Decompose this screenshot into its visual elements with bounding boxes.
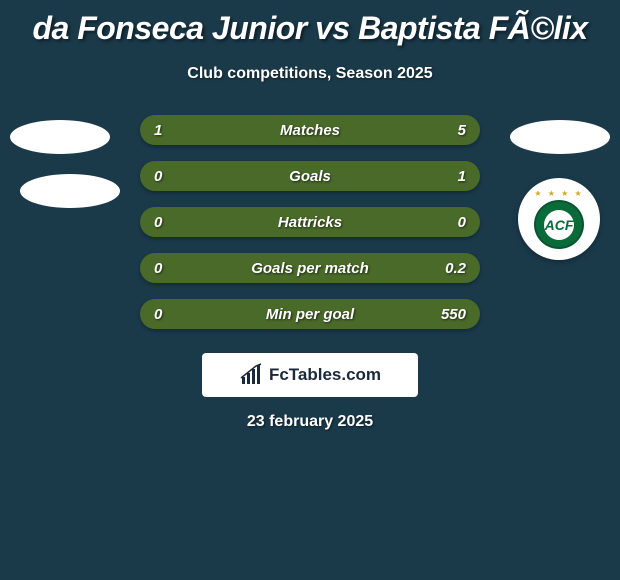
stat-label: Goals per match: [251, 260, 369, 277]
stat-right-value: 0: [458, 214, 466, 231]
fctables-logo-text: FcTables.com: [269, 365, 381, 385]
stat-label: Matches: [280, 122, 340, 139]
page-title: da Fonseca Junior vs Baptista FÃ©lix: [0, 0, 620, 47]
stat-bar: 0 Hattricks 0: [140, 207, 480, 237]
stat-left-value: 0: [154, 306, 162, 323]
stat-bar: 0 Goals per match 0.2: [140, 253, 480, 283]
stat-label: Hattricks: [278, 214, 342, 231]
fctables-logo: FcTables.com: [202, 353, 418, 397]
date-text: 23 february 2025: [0, 413, 620, 431]
stat-left-value: 0: [154, 260, 162, 277]
stat-right-value: 550: [441, 306, 466, 323]
stat-label: Goals: [289, 168, 331, 185]
stat-row-hattricks: 0 Hattricks 0: [0, 207, 620, 253]
stat-row-goals: 0 Goals 1: [0, 161, 620, 207]
stat-right-value: 0.2: [445, 260, 466, 277]
stat-left-value: 0: [154, 214, 162, 231]
stat-row-goals-per-match: 0 Goals per match 0.2: [0, 253, 620, 299]
stat-bar: 1 Matches 5: [140, 115, 480, 145]
stat-left-value: 1: [154, 122, 162, 139]
stat-bar: 0 Min per goal 550: [140, 299, 480, 329]
stats-container: 1 Matches 5 0 Goals 1 0 Hattricks 0 0 Go…: [0, 115, 620, 345]
stat-bar: 0 Goals 1: [140, 161, 480, 191]
stat-left-value: 0: [154, 168, 162, 185]
page-subtitle: Club competitions, Season 2025: [0, 65, 620, 83]
stat-label: Min per goal: [266, 306, 354, 323]
stat-row-min-per-goal: 0 Min per goal 550: [0, 299, 620, 345]
chart-icon: [239, 363, 263, 387]
stat-right-value: 1: [458, 168, 466, 185]
stat-right-value: 5: [458, 122, 466, 139]
stat-row-matches: 1 Matches 5: [0, 115, 620, 161]
